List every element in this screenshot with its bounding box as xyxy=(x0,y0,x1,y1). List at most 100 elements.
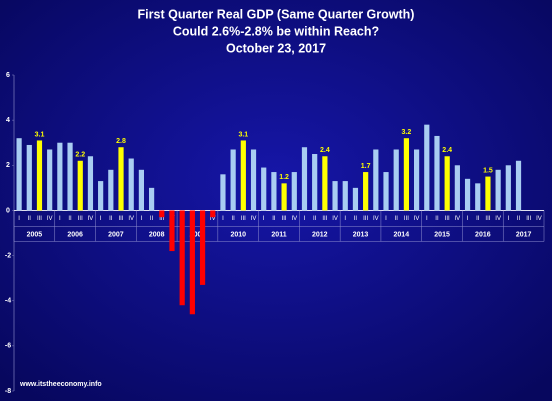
x-tick-label: IV xyxy=(47,216,53,222)
bar xyxy=(424,124,430,211)
bar xyxy=(393,149,399,211)
bar xyxy=(413,149,420,211)
bar xyxy=(128,158,134,211)
bar xyxy=(383,172,389,211)
year-label: 2006 xyxy=(67,231,83,238)
bar xyxy=(250,149,257,211)
bar xyxy=(98,181,104,211)
x-tick-label: IV xyxy=(251,216,257,222)
x-tick-label: I xyxy=(263,216,265,222)
bar xyxy=(118,147,124,211)
x-tick-label: II xyxy=(476,216,480,222)
bar xyxy=(515,160,522,211)
x-tick-label: I xyxy=(385,216,387,222)
x-tick-label: III xyxy=(119,216,124,222)
bar xyxy=(464,178,471,211)
chart-title: First Quarter Real GDP (Same Quarter Gro… xyxy=(138,7,415,21)
bar xyxy=(138,169,145,211)
x-tick-label: III xyxy=(159,216,164,222)
year-label: 2012 xyxy=(312,231,328,238)
x-tick-label: IV xyxy=(210,216,216,222)
x-tick-label: IV xyxy=(291,216,297,222)
bar xyxy=(301,147,308,211)
x-tick-label: II xyxy=(28,216,32,222)
x-tick-label: II xyxy=(313,216,317,222)
x-tick-label: I xyxy=(59,216,61,222)
x-tick-label: I xyxy=(304,216,306,222)
x-tick-label: IV xyxy=(332,216,338,222)
bar xyxy=(271,172,277,211)
x-tick-label: III xyxy=(526,216,531,222)
x-tick-label: I xyxy=(100,216,102,222)
bar xyxy=(454,165,460,211)
footer: www.itstheeconomy.info xyxy=(19,381,102,388)
y-tick-label: 4 xyxy=(6,117,10,124)
bar xyxy=(332,181,338,211)
y-tick-label: 2 xyxy=(6,162,10,169)
value-label: 2.4 xyxy=(320,147,330,154)
bar xyxy=(342,181,348,211)
x-tick-label: III xyxy=(37,216,42,222)
x-tick-label: II xyxy=(68,216,72,222)
x-tick-label: I xyxy=(344,216,346,222)
bar xyxy=(16,138,22,211)
bar xyxy=(57,142,63,211)
year-label: 2016 xyxy=(475,231,491,238)
bar xyxy=(220,174,226,211)
x-tick-label: I xyxy=(507,216,509,222)
y-tick-label: -8 xyxy=(5,388,11,395)
x-tick-label: IV xyxy=(88,216,94,222)
value-label: 1.7 xyxy=(361,163,371,170)
bar xyxy=(87,156,94,211)
chart-date: October 23, 2017 xyxy=(226,41,326,55)
year-label: 2017 xyxy=(516,231,532,238)
bar xyxy=(26,144,32,211)
bar xyxy=(322,156,328,211)
x-tick-label: IV xyxy=(455,216,461,222)
bar xyxy=(261,167,267,211)
y-tick-label: -6 xyxy=(5,343,11,350)
x-tick-label: II xyxy=(517,216,521,222)
x-tick-label: III xyxy=(445,216,450,222)
bar xyxy=(312,154,318,211)
x-tick-label: I xyxy=(467,216,469,222)
bar xyxy=(444,156,450,211)
x-tick-label: IV xyxy=(536,216,542,222)
bar xyxy=(47,149,53,211)
year-label: 2014 xyxy=(394,231,410,238)
y-tick-label: -4 xyxy=(5,298,11,305)
value-label: 1.2 xyxy=(279,174,289,181)
x-tick-label: II xyxy=(272,216,276,222)
bar xyxy=(373,149,379,211)
value-label: 2.2 xyxy=(75,152,85,159)
bar xyxy=(159,210,165,218)
bar xyxy=(363,172,369,211)
bar xyxy=(108,169,114,211)
year-label: 2008 xyxy=(149,231,165,238)
bar xyxy=(291,172,297,211)
bar xyxy=(485,176,491,211)
bar xyxy=(36,140,43,211)
x-tick-label: III xyxy=(241,216,246,222)
year-label: 2013 xyxy=(353,231,369,238)
value-label: 3.1 xyxy=(238,131,248,138)
bar xyxy=(67,142,73,211)
bar xyxy=(179,210,185,306)
bar xyxy=(403,138,410,211)
bar xyxy=(475,183,481,211)
x-tick-label: III xyxy=(78,216,83,222)
y-tick-label: 6 xyxy=(6,72,10,79)
x-tick-label: I xyxy=(426,216,428,222)
bar xyxy=(199,210,206,285)
x-tick-label: IV xyxy=(495,216,501,222)
x-tick-label: II xyxy=(435,216,439,222)
x-tick-label: II xyxy=(231,216,235,222)
x-tick-label: II xyxy=(150,216,154,222)
x-tick-label: III xyxy=(404,216,409,222)
year-label: 2010 xyxy=(230,231,246,238)
value-label: 3.2 xyxy=(402,129,412,136)
y-tick-label: -2 xyxy=(5,252,11,259)
bar xyxy=(505,165,511,211)
